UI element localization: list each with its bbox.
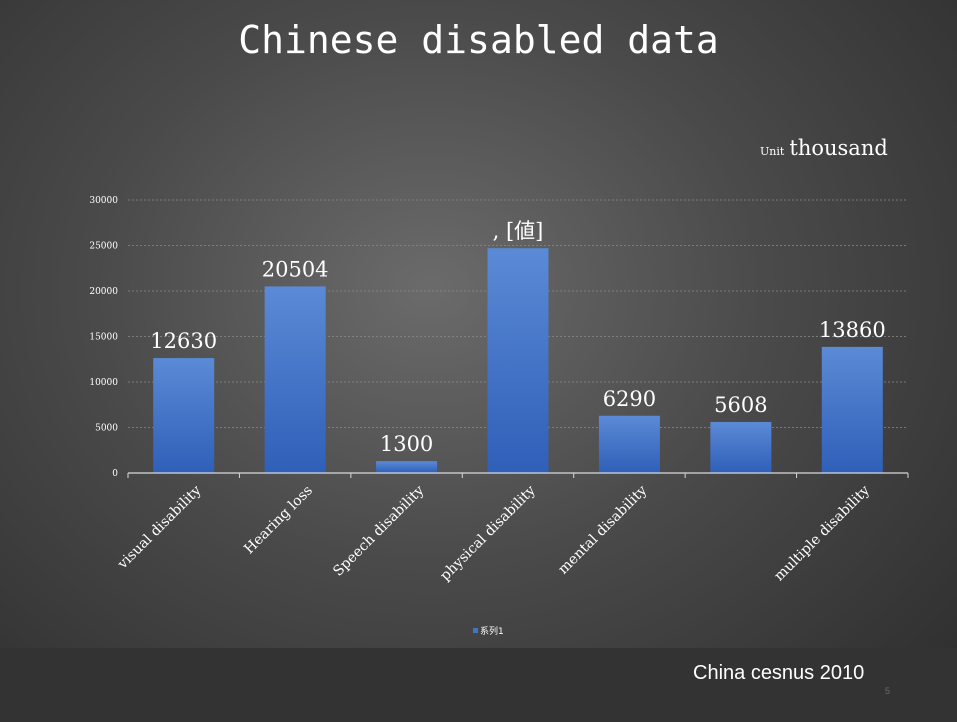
bar — [153, 358, 215, 473]
bar — [264, 286, 326, 473]
source-note: China cesnus 2010 — [693, 662, 865, 684]
data-label: 13860 — [819, 318, 886, 342]
y-tick-label: 30000 — [89, 196, 118, 206]
y-axis-ticks: 0 5000 10000 15000 20000 25000 30000 — [89, 196, 118, 479]
bar-chart: 0 5000 10000 15000 20000 25000 30000 12630 2050… — [89, 196, 909, 637]
legend-marker — [473, 628, 478, 633]
bar — [821, 346, 883, 473]
x-tick-label: physical disability — [437, 482, 539, 584]
x-tick-label: Hearing loss — [241, 483, 316, 558]
bars — [153, 248, 883, 473]
legend: 系列1 — [473, 625, 504, 637]
unit-value: thousand — [789, 136, 888, 160]
y-tick-label: 5000 — [95, 424, 118, 434]
data-labels: 12630 20504 1300 , [値] 6290 5608 13860 — [150, 219, 885, 456]
unit-prefix: Unit — [760, 145, 785, 158]
x-axis-labels: visual disability Hearing loss Speech disa… — [114, 482, 873, 584]
data-label: 1300 — [380, 432, 433, 456]
y-tick-label: 10000 — [89, 378, 118, 388]
y-tick-label: 20000 — [89, 287, 118, 297]
bar — [376, 461, 438, 473]
data-label: 6290 — [603, 387, 656, 411]
y-tick-label: 25000 — [89, 242, 118, 252]
x-tick-label: Speech disability — [330, 482, 427, 579]
x-tick-label: visual disability — [114, 482, 204, 572]
footer-bar — [0, 648, 957, 722]
chart-title: Chinese disabled data — [238, 18, 719, 62]
unit-label: Unit thousand — [760, 136, 888, 160]
bar — [487, 248, 549, 473]
y-tick-label: 15000 — [89, 333, 118, 343]
x-axis — [127, 472, 909, 478]
data-label: , [値] — [493, 219, 544, 243]
data-label: 5608 — [714, 393, 767, 417]
legend-label: 系列1 — [480, 625, 504, 637]
x-tick-label: multiple disability — [771, 482, 873, 584]
x-tick-label: mental disability — [555, 482, 650, 577]
data-label: 20504 — [262, 257, 329, 281]
bar — [598, 415, 660, 473]
y-tick-label: 0 — [112, 469, 118, 479]
page-number: 5 — [885, 686, 891, 696]
data-label: 12630 — [150, 329, 217, 353]
bar — [710, 421, 772, 473]
